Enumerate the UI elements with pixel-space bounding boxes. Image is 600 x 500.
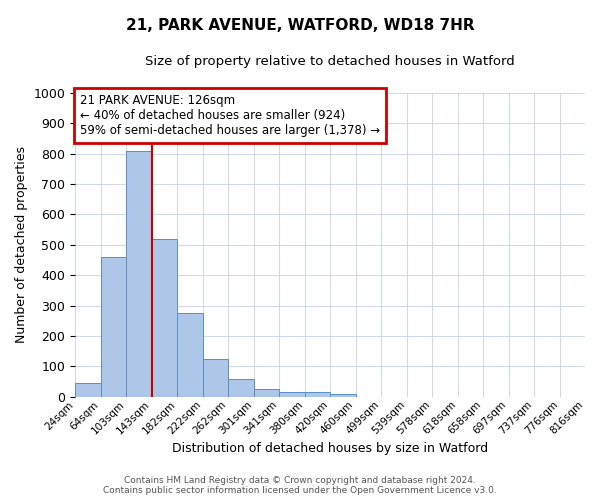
- Bar: [75, 383, 101, 397]
- Y-axis label: Number of detached properties: Number of detached properties: [15, 146, 28, 344]
- Bar: [279, 392, 305, 397]
- Bar: [126, 150, 152, 397]
- Bar: [203, 359, 228, 397]
- X-axis label: Distribution of detached houses by size in Watford: Distribution of detached houses by size …: [172, 442, 488, 455]
- Title: Size of property relative to detached houses in Watford: Size of property relative to detached ho…: [145, 55, 515, 68]
- Bar: [330, 394, 356, 397]
- Bar: [152, 238, 177, 397]
- Text: 21 PARK AVENUE: 126sqm
← 40% of detached houses are smaller (924)
59% of semi-de: 21 PARK AVENUE: 126sqm ← 40% of detached…: [80, 94, 380, 138]
- Bar: [254, 389, 279, 397]
- Bar: [228, 378, 254, 397]
- Text: 21, PARK AVENUE, WATFORD, WD18 7HR: 21, PARK AVENUE, WATFORD, WD18 7HR: [125, 18, 475, 32]
- Bar: [177, 313, 203, 397]
- Bar: [101, 257, 126, 397]
- Text: Contains HM Land Registry data © Crown copyright and database right 2024.
Contai: Contains HM Land Registry data © Crown c…: [103, 476, 497, 495]
- Bar: [305, 392, 330, 397]
